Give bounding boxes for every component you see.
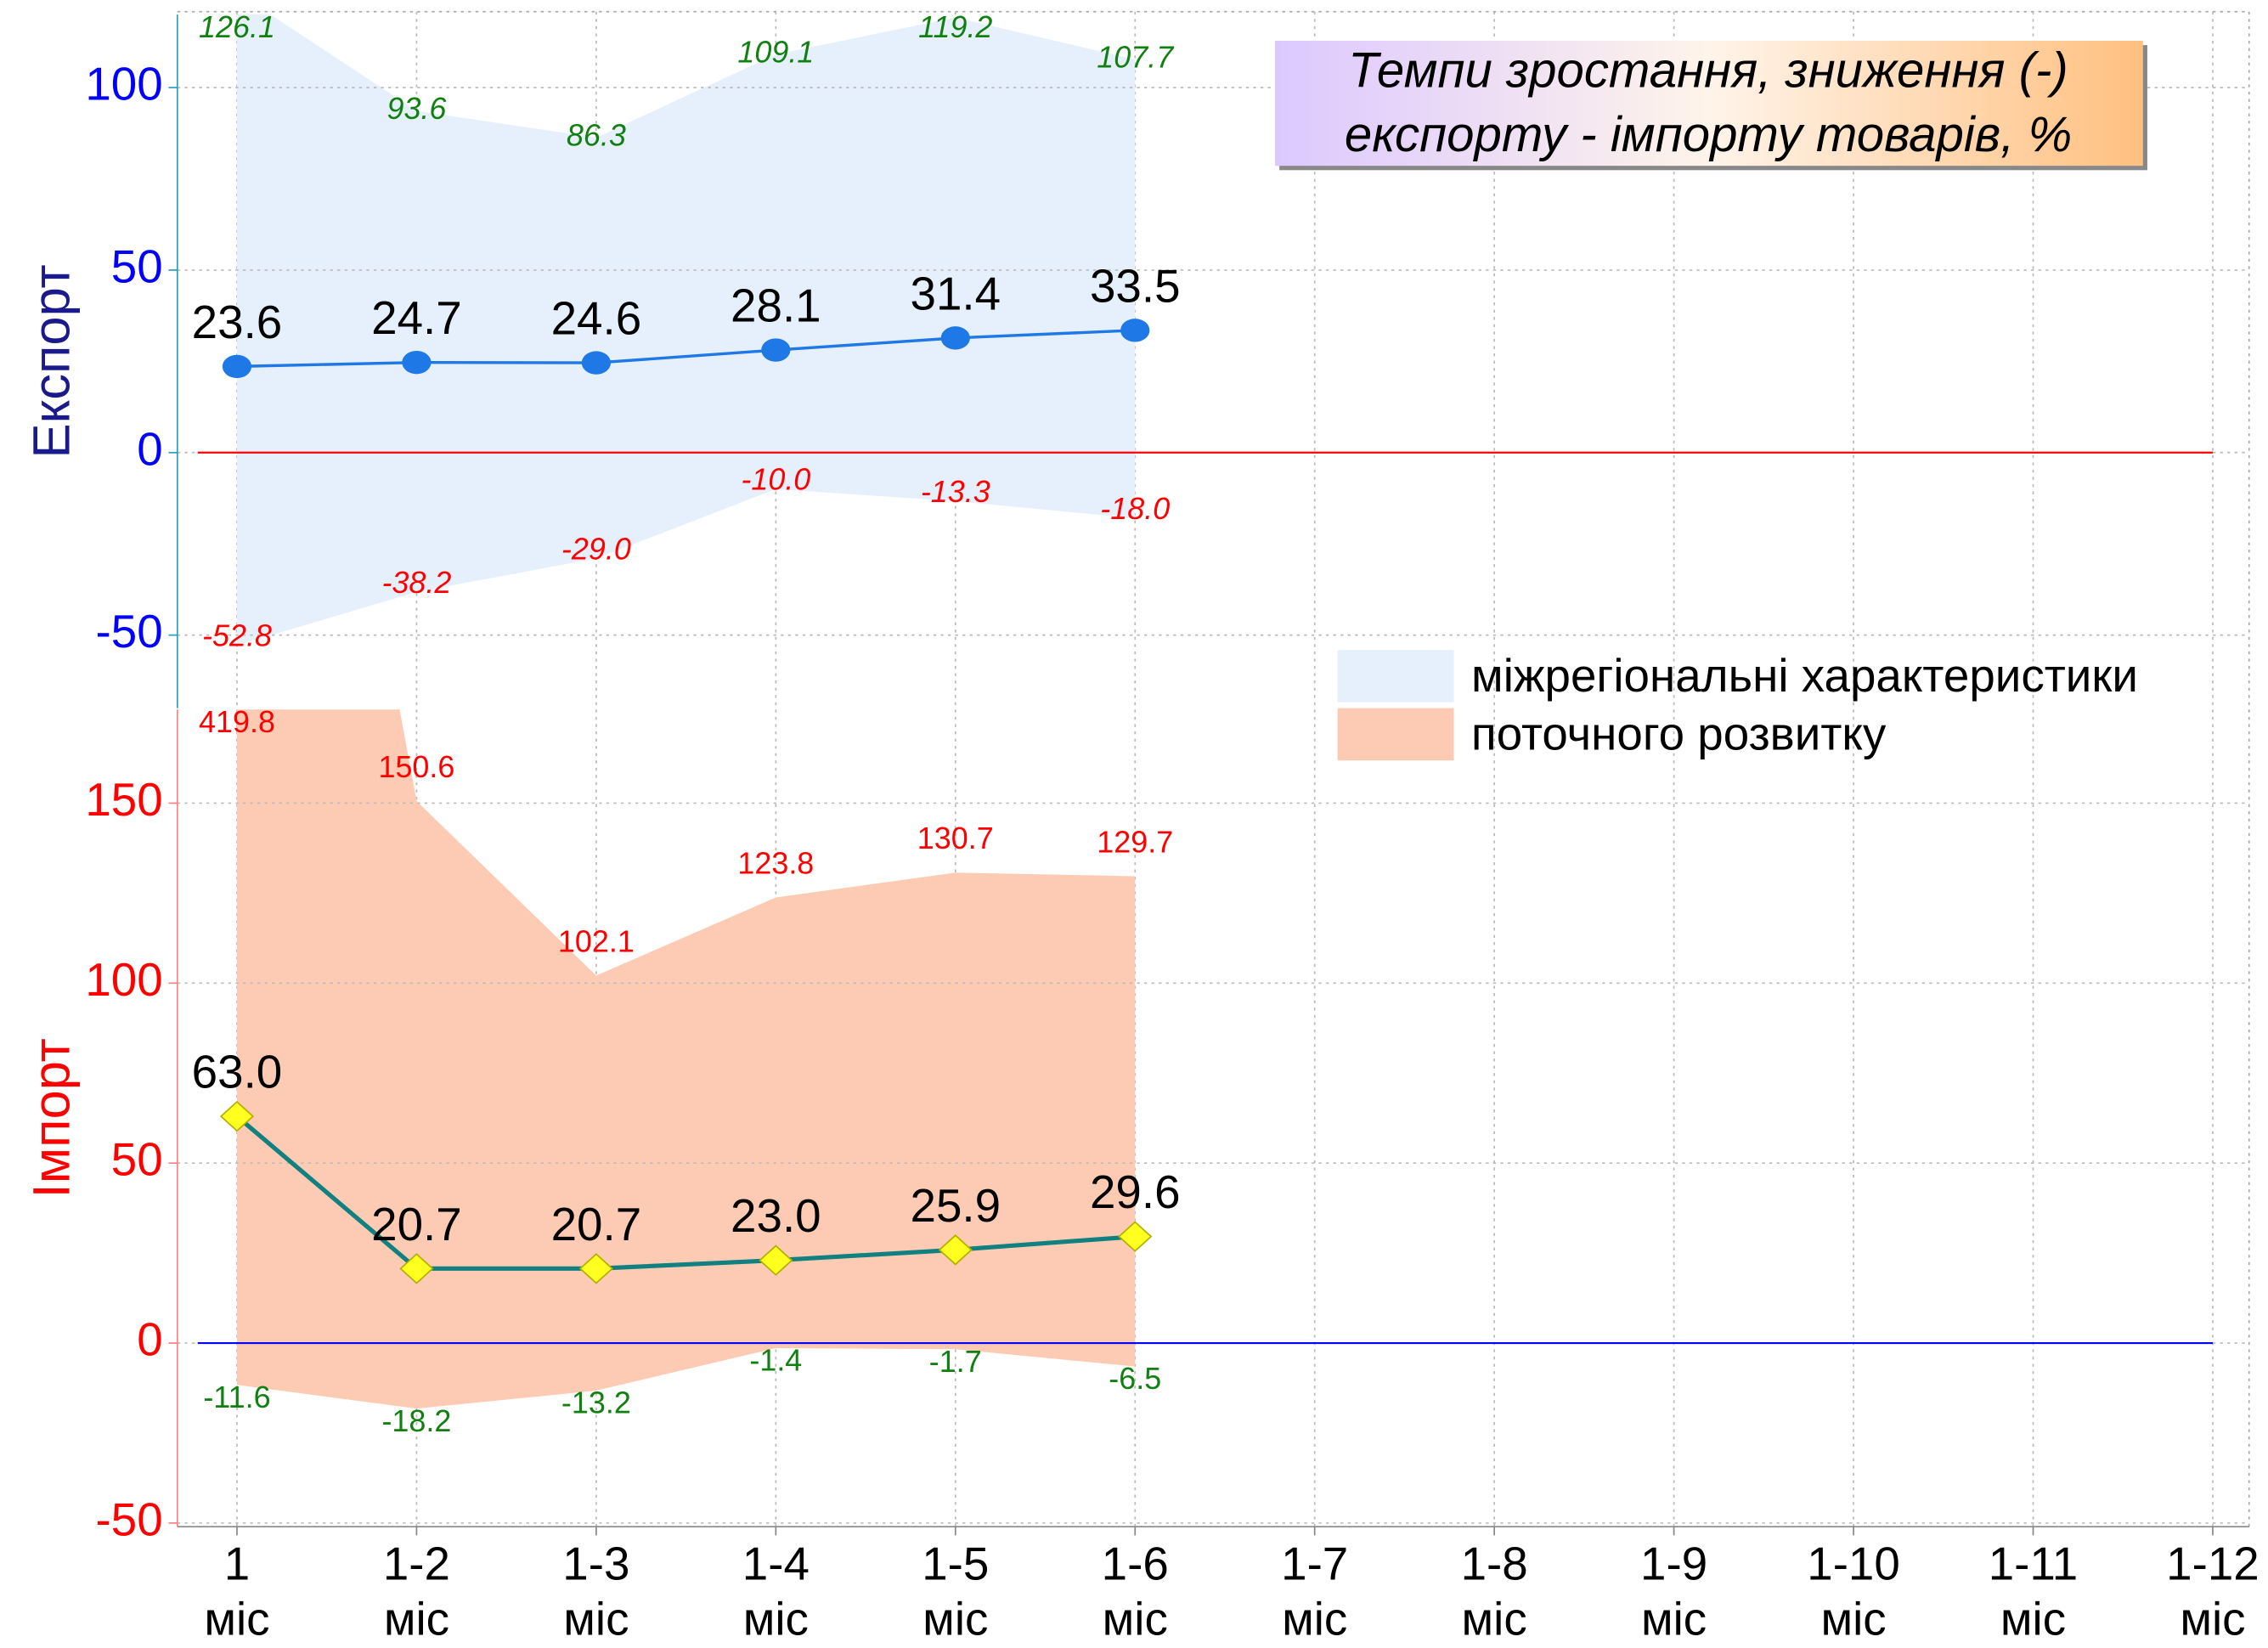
marker — [940, 326, 970, 350]
value-label: 25.9 — [911, 1179, 1001, 1232]
chart-title: Темпи зростання, зниження (-) — [1348, 43, 2068, 99]
x-tick-unit: міс — [1641, 1593, 1707, 1644]
band-lower-label: -18.0 — [1100, 491, 1170, 526]
band-upper-label: 86.3 — [567, 117, 626, 152]
x-tick-unit: міс — [1103, 1593, 1168, 1644]
band-upper-label: 123.8 — [737, 845, 814, 880]
x-tick-label: 1-7 — [1281, 1538, 1348, 1590]
marker — [402, 350, 432, 375]
series-line — [236, 329, 1136, 369]
chart-title: експорту - імпорту товарів, % — [1345, 107, 2072, 162]
band-upper-label: 419.8 — [199, 704, 275, 739]
x-tick-label: 1-4 — [742, 1538, 810, 1590]
x-tick-label: 1-3 — [562, 1538, 629, 1590]
x-tick-unit: міс — [743, 1593, 809, 1644]
marker — [578, 1253, 613, 1284]
band-lower-label: -38.2 — [381, 565, 451, 600]
y-tick-label: 50 — [111, 240, 163, 292]
y-tick-label: 50 — [111, 1133, 163, 1186]
band-upper-label: 109.1 — [737, 35, 814, 70]
band-upper-label: 130.7 — [917, 821, 994, 855]
band-upper-label: 93.6 — [386, 91, 446, 126]
y-tick-label: -50 — [96, 605, 163, 658]
x-tick-unit: міс — [922, 1593, 988, 1644]
y-axis-label: Експорт — [22, 264, 81, 458]
band-upper-label: 102.1 — [558, 923, 635, 958]
value-label: 29.6 — [1090, 1165, 1181, 1218]
band-lower-label: -10.0 — [741, 462, 810, 497]
x-tick-label: 1-9 — [1640, 1538, 1707, 1590]
marker — [581, 351, 612, 375]
x-tick-unit: міс — [2000, 1593, 2066, 1644]
title-box — [1275, 40, 2143, 166]
band-lower-label: -6.5 — [1109, 1361, 1161, 1396]
value-label: 24.7 — [371, 291, 462, 344]
x-tick-unit: міс — [384, 1593, 449, 1644]
x-tick-unit: міс — [2180, 1593, 2245, 1644]
x-tick-unit: міс — [563, 1593, 629, 1644]
legend-swatch — [1337, 708, 1454, 761]
marker — [222, 354, 252, 379]
y-tick-label: 100 — [85, 953, 162, 1006]
value-label: 20.7 — [371, 1198, 462, 1250]
y-tick-label: 100 — [85, 58, 162, 110]
legend-label: поточного розвитку — [1471, 707, 1887, 759]
value-label: 23.6 — [192, 296, 283, 348]
band-upper-label: 129.7 — [1097, 824, 1173, 859]
x-tick-unit: міс — [1462, 1593, 1527, 1644]
x-tick-label: 1-5 — [922, 1538, 989, 1590]
marker — [761, 338, 791, 362]
band-lower-label: -29.0 — [561, 531, 631, 566]
value-label: 23.0 — [731, 1189, 821, 1242]
y-tick-label: 0 — [137, 422, 162, 475]
series-line — [235, 1115, 1136, 1271]
marker — [759, 1244, 793, 1276]
x-tick-label: 1-11 — [1989, 1538, 2079, 1590]
band-upper-label: 126.1 — [199, 9, 275, 44]
value-label: 63.0 — [192, 1046, 283, 1098]
band-lower-label: -1.4 — [749, 1343, 802, 1378]
value-label: 28.1 — [731, 279, 821, 332]
y-tick-label: 0 — [137, 1313, 162, 1366]
x-tick-label: 1-6 — [1102, 1538, 1169, 1590]
y-tick-label: -50 — [96, 1493, 163, 1545]
marker — [1118, 1221, 1153, 1252]
x-tick-label: 1-10 — [1807, 1538, 1900, 1590]
x-tick-label: 1-12 — [2166, 1538, 2260, 1590]
value-label: 31.4 — [911, 267, 1001, 319]
value-label: 24.6 — [551, 292, 642, 345]
band-upper-label: 119.2 — [918, 9, 992, 44]
x-tick-label: 1-8 — [1461, 1538, 1528, 1590]
y-axis-label: Імпорт — [22, 1038, 81, 1198]
band-upper-label: 150.6 — [378, 749, 454, 784]
band-lower-label: -1.7 — [929, 1344, 982, 1379]
x-tick-unit: міс — [1820, 1593, 1886, 1644]
band-lower-label: -52.8 — [202, 618, 272, 653]
marker — [938, 1234, 973, 1266]
band-area — [236, 709, 1136, 1409]
legend-label: міжрегіональні характеристики — [1471, 649, 2138, 702]
value-label: 33.5 — [1090, 259, 1181, 312]
x-tick-label: 1 — [224, 1538, 250, 1590]
band-lower-label: -13.2 — [561, 1386, 631, 1420]
x-tick-unit: міс — [1282, 1593, 1347, 1644]
band-lower-label: -13.3 — [921, 474, 990, 509]
marker — [1120, 319, 1150, 342]
marker — [399, 1253, 434, 1284]
band-lower-label: -11.6 — [203, 1380, 270, 1414]
band-upper-label: 107.7 — [1097, 40, 1175, 75]
marker — [219, 1100, 255, 1132]
band-area — [236, 14, 1136, 646]
x-tick-label: 1-2 — [383, 1538, 450, 1590]
y-tick-label: 150 — [85, 773, 162, 826]
band-lower-label: -18.2 — [381, 1403, 451, 1438]
legend-swatch — [1337, 650, 1454, 703]
x-tick-unit: міс — [204, 1593, 269, 1644]
value-label: 20.7 — [551, 1198, 642, 1250]
